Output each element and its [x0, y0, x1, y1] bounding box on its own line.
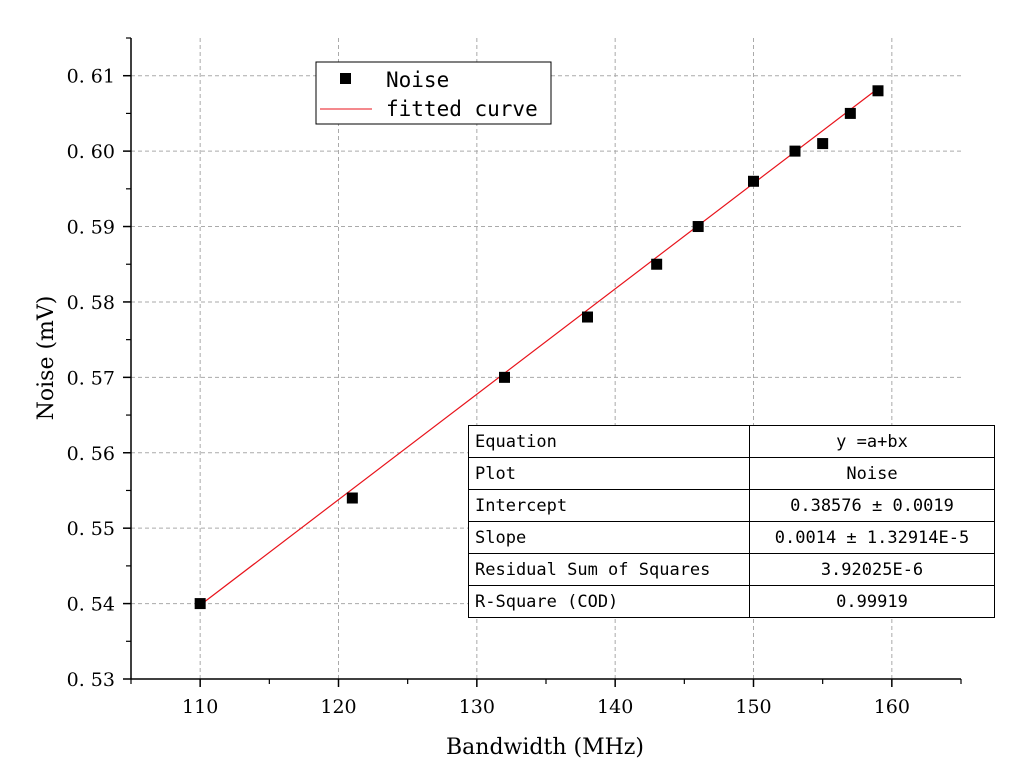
x-tick-label: 120 [320, 696, 356, 718]
fit-table-key: Residual Sum of Squares [468, 553, 750, 586]
fit-results-table: Equation y =a+bx Plot Noise Intercept 0.38576… [468, 425, 995, 618]
fitted-curve-series [199, 88, 879, 606]
data-point [789, 145, 801, 157]
x-tick-label: 160 [874, 696, 910, 718]
legend-box [315, 61, 552, 125]
y-axis-title: Noise (mV) [34, 296, 59, 421]
fitted-curve-line [199, 88, 879, 606]
fit-table-value: 0.99919 [749, 585, 995, 618]
fit-table-key: Equation [468, 425, 750, 458]
data-point [748, 175, 759, 187]
x-tick-label: 150 [735, 696, 771, 718]
x-axis-title: Bandwidth (MHz) [446, 735, 644, 760]
y-tick-label: 0. 56 [67, 443, 115, 465]
y-tick-label: 0. 61 [67, 66, 115, 88]
data-point [582, 311, 593, 323]
y-tick-label: 0. 54 [67, 594, 115, 616]
x-tick-label: 110 [182, 696, 218, 718]
data-point [872, 85, 884, 97]
fit-table-row: Slope 0.0014 ± 1.32914E-5 [468, 521, 995, 554]
fit-table-key: R-Square (COD) [468, 585, 750, 618]
fit-table-value: y =a+bx [749, 425, 995, 458]
noise-series [194, 85, 884, 610]
data-point [692, 221, 704, 233]
fit-table-row: Equation y =a+bx [468, 425, 995, 458]
legend-noise-label: Noise [386, 68, 449, 92]
fit-table-row: Residual Sum of Squares 3.92025E-6 [468, 553, 995, 586]
data-point [651, 258, 663, 270]
y-tick-label: 0. 53 [67, 669, 115, 691]
x-tick-label: 140 [597, 696, 633, 718]
data-point [817, 138, 829, 150]
fit-table-key: Intercept [468, 489, 750, 522]
fit-table-key: Slope [468, 521, 750, 554]
fit-table-row: Plot Noise [468, 457, 995, 490]
y-tick-label: 0. 60 [67, 141, 115, 163]
y-tick-label: 0. 58 [67, 292, 115, 314]
legend-noise-marker [340, 73, 351, 84]
y-tick-label: 0. 57 [67, 367, 115, 389]
fit-table-row: R-Square (COD) 0.99919 [468, 585, 995, 618]
x-axis-ticks: 110 120 130 140 150 160 [130, 679, 962, 718]
fit-table-value: 3.92025E-6 [749, 553, 995, 586]
legend-fit-label: fitted curve [386, 97, 538, 121]
y-axis-ticks: 0. 53 0. 54 0. 55 0. 56 0. 57 0. 58 0. 59 0. 60… [67, 37, 131, 691]
y-tick-label: 0. 59 [67, 217, 115, 239]
fit-table-key: Plot [468, 457, 750, 490]
data-point [346, 492, 358, 504]
x-tick-label: 130 [459, 696, 495, 718]
fit-table-row: Intercept 0.38576 ± 0.0019 [468, 489, 995, 522]
fit-table-value: 0.38576 ± 0.0019 [749, 489, 995, 522]
fit-table-value: 0.0014 ± 1.32914E-5 [749, 521, 995, 554]
data-point [194, 598, 206, 610]
data-point [844, 107, 856, 119]
fit-table-value: Noise [749, 457, 995, 490]
data-point [499, 371, 510, 383]
y-tick-label: 0. 55 [67, 518, 115, 540]
legend: Noise fitted curve [315, 61, 552, 125]
